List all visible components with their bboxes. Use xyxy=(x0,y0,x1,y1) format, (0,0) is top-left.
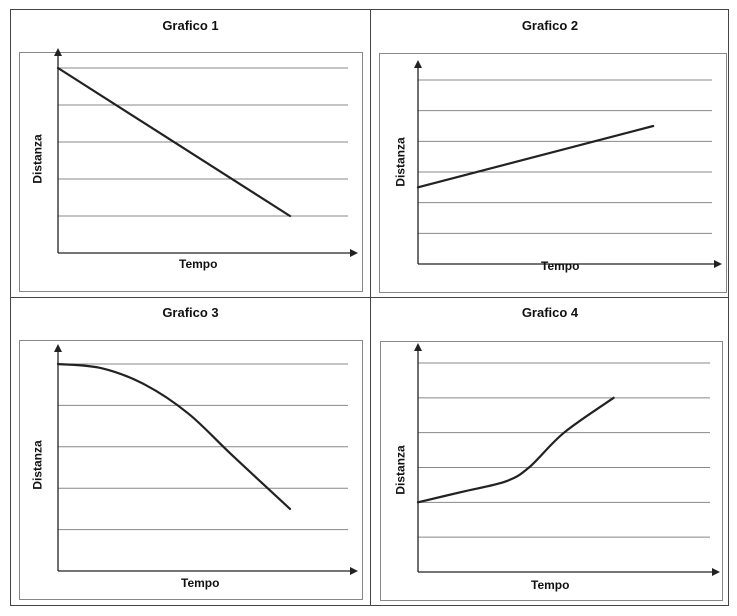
x-axis-arrow xyxy=(350,249,358,257)
y-axis-arrow xyxy=(414,60,422,68)
chart-panel-2: Grafico 2 Tempo Distanza xyxy=(371,10,729,297)
chart-svg-1 xyxy=(54,48,358,257)
x-axis-label: Tempo xyxy=(531,578,570,592)
x-axis-label: Tempo xyxy=(541,259,580,273)
chart-panel-1: Grafico 1 Tempo Distanza xyxy=(11,10,370,297)
chart-grid: Grafico 1 Tempo Distanza Grafico 2 Tempo… xyxy=(10,9,729,606)
x-axis-label: Tempo xyxy=(179,257,218,271)
chart-title: Grafico 3 xyxy=(162,305,219,320)
plot-area xyxy=(19,340,363,600)
plot-area xyxy=(19,48,363,292)
chart-svg-3 xyxy=(54,344,358,575)
series-line xyxy=(416,124,655,189)
chart-svg-4 xyxy=(414,343,720,576)
x-axis-label: Tempo xyxy=(181,576,220,590)
vertical-divider xyxy=(370,10,371,605)
y-axis-arrow xyxy=(414,343,422,351)
series-line xyxy=(56,362,292,510)
chart-title: Grafico 4 xyxy=(521,305,579,320)
chart-title: Grafico 1 xyxy=(162,18,219,33)
y-axis-label: Distanza xyxy=(30,440,45,490)
chart-panel-4: Grafico 4 Tempo Distanza xyxy=(371,298,729,605)
plot-area xyxy=(379,53,727,293)
horizontal-divider xyxy=(11,297,728,298)
y-axis-label: Distanza xyxy=(30,134,45,184)
chart-title: Grafico 2 xyxy=(521,18,579,33)
x-axis-arrow xyxy=(712,568,720,576)
series-line xyxy=(56,66,292,218)
series-line xyxy=(416,396,615,504)
chart-panel-3: Grafico 3 Tempo Distanza xyxy=(11,298,370,605)
plot-area xyxy=(380,341,723,601)
x-axis-arrow xyxy=(350,567,358,575)
x-axis-arrow xyxy=(714,260,722,268)
y-axis-label: Distanza xyxy=(393,137,408,187)
y-axis-arrow xyxy=(54,344,62,352)
chart-svg-2 xyxy=(414,60,722,268)
y-axis-arrow xyxy=(54,48,62,56)
y-axis-label: Distanza xyxy=(393,445,408,495)
